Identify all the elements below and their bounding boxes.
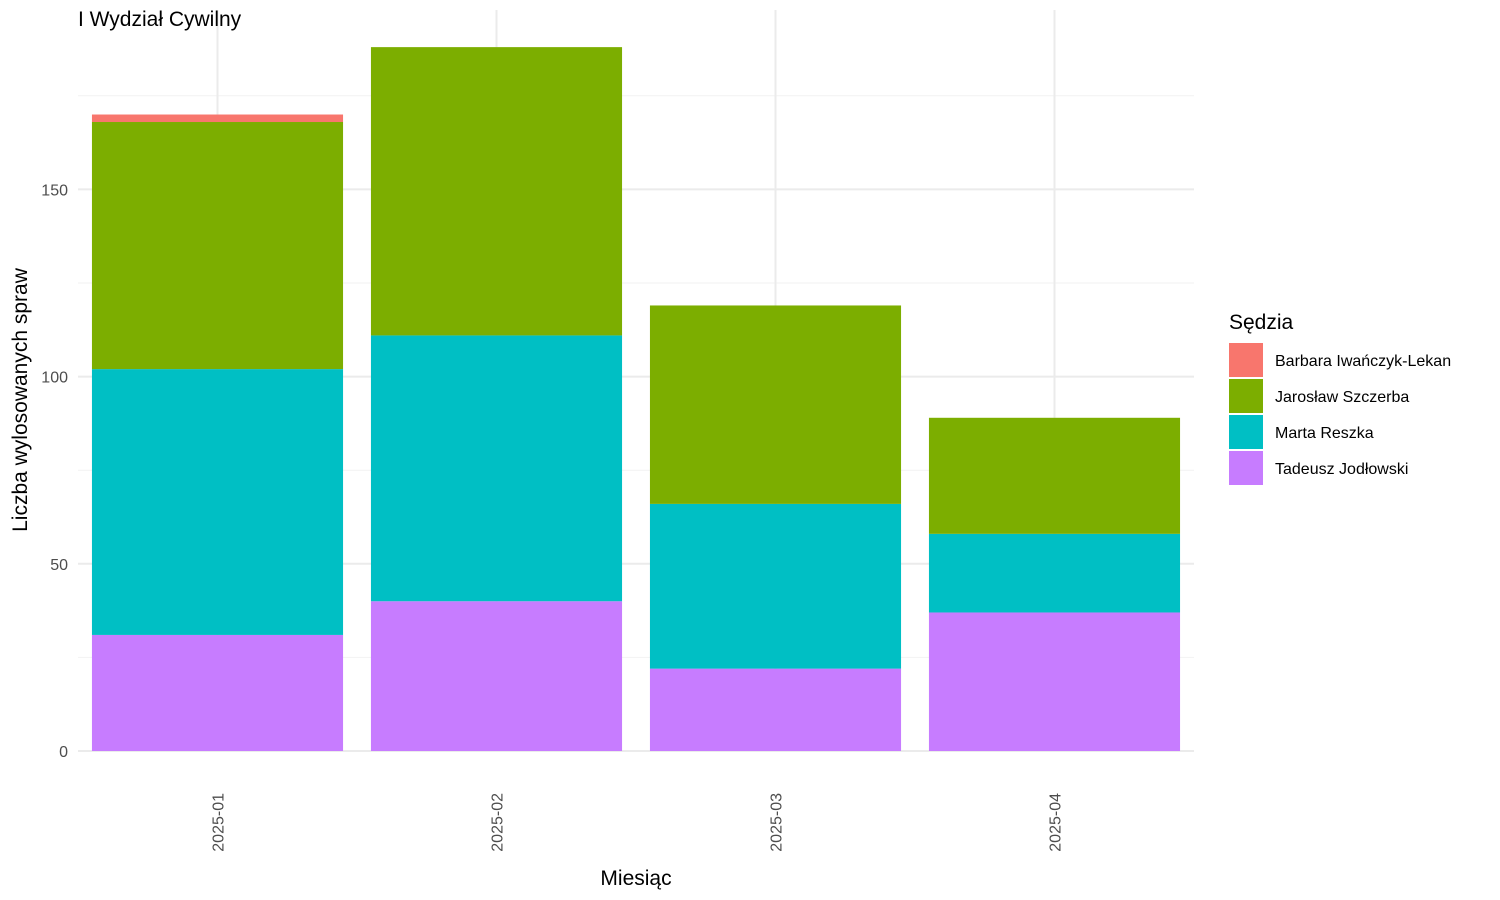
y-tick-label: 100 [41, 370, 68, 387]
y-axis-ticks: 0 50 100 150 [41, 182, 68, 761]
bar-segment [370, 601, 623, 751]
x-axis-ticks: 2025-01 2025-02 2025-03 2025-04 [211, 793, 1065, 852]
x-tick-label: 2025-02 [490, 793, 507, 852]
legend-swatch [1229, 415, 1263, 449]
legend-label: Marta Reszka [1275, 425, 1374, 442]
legend: Sędzia Barbara Iwańczyk-Lekan Jarosław Sz… [1229, 311, 1451, 485]
bar-segment [928, 612, 1181, 751]
x-axis-title: Miesiąc [600, 867, 671, 890]
legend-swatch [1229, 379, 1263, 413]
bar-segment [649, 305, 902, 504]
legend-swatch [1229, 451, 1263, 485]
legend-label: Tadeusz Jodłowski [1275, 461, 1408, 478]
y-tick-label: 0 [59, 744, 68, 761]
bar-segment [91, 634, 344, 751]
x-tick-label: 2025-03 [769, 793, 786, 852]
bar-segment [91, 122, 344, 370]
bar-segment [649, 668, 902, 751]
legend-label: Jarosław Szczerba [1275, 389, 1409, 406]
bar-segment [649, 503, 902, 669]
x-tick-label: 2025-04 [1048, 793, 1065, 852]
chart-title: I Wydział Cywilny [78, 8, 242, 31]
bars [91, 47, 1181, 751]
y-tick-label: 150 [41, 182, 68, 199]
legend-label: Barbara Iwańczyk-Lekan [1275, 353, 1451, 370]
bar-segment [370, 47, 623, 336]
y-axis-title: Liczba wylosowanych spraw [9, 267, 32, 532]
bar-segment [91, 114, 344, 123]
bar-segment [370, 335, 623, 602]
legend-title: Sędzia [1229, 311, 1294, 334]
bar-segment [928, 533, 1181, 613]
x-tick-label: 2025-01 [211, 793, 228, 852]
bar-segment [91, 369, 344, 635]
y-tick-label: 50 [50, 557, 68, 574]
bar-segment [928, 417, 1181, 534]
legend-swatch [1229, 343, 1263, 377]
